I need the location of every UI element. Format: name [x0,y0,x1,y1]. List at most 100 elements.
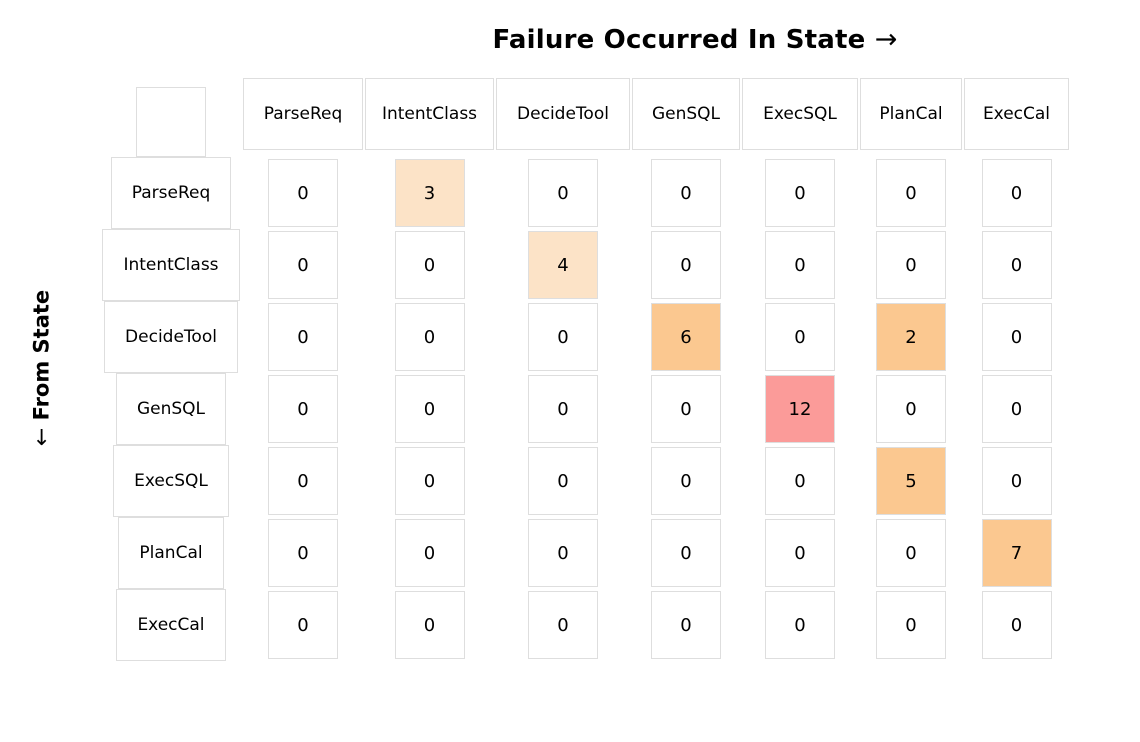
cell-DecideTool-ExecCal: 0 [981,303,1052,371]
cell-wrap: 0 [495,445,631,517]
cell-wrap: 0 [963,229,1070,301]
cell-GenSQL-ExecCal: 0 [981,375,1052,443]
cell-ExecCal-IntentClass: 0 [394,591,465,659]
row-header-ParseReq: ParseReq [110,157,232,229]
cell-IntentClass-ExecSQL: 0 [765,231,835,299]
col-header-DecideTool: DecideTool [496,78,630,150]
cell-ParseReq-DecideTool: 0 [528,159,598,227]
cell-wrap: 0 [631,589,741,661]
cell-ExecSQL-ExecCal: 0 [981,447,1052,515]
cell-wrap: 0 [364,517,495,589]
cell-wrap: 0 [741,229,859,301]
cell-wrap: 0 [741,157,859,229]
cell-wrap: 0 [364,301,495,373]
cell-GenSQL-ParseReq: 0 [268,375,338,443]
col-header-GenSQL: GenSQL [632,78,740,150]
cell-DecideTool-DecideTool: 0 [528,303,598,371]
cell-IntentClass-PlanCal: 0 [876,231,946,299]
cell-IntentClass-ParseReq: 0 [268,231,338,299]
cell-ParseReq-ExecSQL: 0 [765,159,835,227]
col-header-ParseReq: ParseReq [243,78,363,150]
row-header-wrap: ExecSQL [100,445,242,517]
cell-wrap: 0 [631,517,741,589]
cell-ExecCal-PlanCal: 0 [876,591,946,659]
cell-ExecSQL-IntentClass: 0 [394,447,465,515]
cell-PlanCal-IntentClass: 0 [394,519,465,587]
cell-DecideTool-GenSQL: 6 [651,303,721,371]
row-header-wrap: ExecCal [100,589,242,661]
cell-wrap: 0 [495,301,631,373]
col-header-PlanCal: PlanCal [860,78,962,150]
cell-ExecCal-ExecCal: 0 [981,591,1052,659]
cell-wrap: 0 [495,157,631,229]
cell-wrap: 5 [859,445,963,517]
row-header-ExecCal: ExecCal [116,589,226,661]
cell-wrap: 0 [242,301,364,373]
cell-wrap: 0 [242,445,364,517]
cell-wrap: 0 [242,157,364,229]
cell-ParseReq-GenSQL: 0 [651,159,721,227]
cell-wrap: 4 [495,229,631,301]
cell-DecideTool-PlanCal: 2 [876,303,946,371]
col-header-ExecSQL: ExecSQL [742,78,858,150]
cell-DecideTool-ExecSQL: 0 [765,303,835,371]
cell-wrap: 0 [963,157,1070,229]
cell-ExecSQL-DecideTool: 0 [528,447,598,515]
cell-wrap: 0 [364,373,495,445]
cell-wrap: 0 [364,445,495,517]
cell-wrap: 0 [859,589,963,661]
cell-IntentClass-DecideTool: 4 [528,231,598,299]
cell-ExecSQL-GenSQL: 0 [651,447,721,515]
cell-GenSQL-DecideTool: 0 [528,375,598,443]
cell-wrap: 0 [242,373,364,445]
cell-wrap: 0 [963,301,1070,373]
cell-wrap: 0 [859,373,963,445]
cell-wrap: 0 [963,373,1070,445]
left-arrow-icon: ← [29,427,55,447]
cell-GenSQL-GenSQL: 0 [651,375,721,443]
col-header-IntentClass: IntentClass [365,78,494,150]
cell-PlanCal-ParseReq: 0 [268,519,338,587]
corner-cell [136,87,206,157]
cell-IntentClass-ExecCal: 0 [981,231,1052,299]
cell-wrap: 0 [495,373,631,445]
transition-matrix: ParseReq IntentClass DecideTool GenSQL ExecS… [100,78,1070,661]
cell-wrap: 0 [242,517,364,589]
cell-wrap: 0 [741,301,859,373]
row-header-PlanCal: PlanCal [118,517,224,589]
cell-wrap: 12 [741,373,859,445]
row-header-wrap: DecideTool [100,301,242,373]
y-axis-label-text: From State [29,289,54,421]
cell-ExecCal-DecideTool: 0 [528,591,598,659]
cell-PlanCal-GenSQL: 0 [651,519,721,587]
cell-wrap: 0 [495,517,631,589]
cell-wrap: 7 [963,517,1070,589]
row-header-GenSQL: GenSQL [115,373,227,445]
cell-PlanCal-ExecCal: 7 [981,519,1052,587]
cell-PlanCal-DecideTool: 0 [528,519,598,587]
cell-wrap: 0 [631,445,741,517]
y-axis-label: ← From State [30,290,55,446]
row-header-ExecSQL: ExecSQL [113,445,229,517]
cell-wrap: 3 [364,157,495,229]
cell-wrap: 0 [242,589,364,661]
row-header-wrap: GenSQL [100,373,242,445]
cell-PlanCal-ExecSQL: 0 [765,519,835,587]
cell-wrap: 0 [741,517,859,589]
cell-ExecCal-ParseReq: 0 [268,591,338,659]
cell-wrap: 2 [859,301,963,373]
corner-cell-wrap [100,78,242,157]
cell-GenSQL-IntentClass: 0 [394,375,465,443]
col-header-ExecCal: ExecCal [964,78,1069,150]
row-header-wrap: IntentClass [100,229,242,301]
cell-ExecCal-GenSQL: 0 [651,591,721,659]
row-header-DecideTool: DecideTool [104,301,238,373]
cell-wrap: 0 [364,229,495,301]
cell-ExecSQL-ExecSQL: 0 [765,447,835,515]
cell-PlanCal-PlanCal: 0 [876,519,946,587]
cell-ParseReq-ExecCal: 0 [981,159,1052,227]
cell-wrap: 0 [963,445,1070,517]
cell-wrap: 0 [364,589,495,661]
cell-wrap: 6 [631,301,741,373]
